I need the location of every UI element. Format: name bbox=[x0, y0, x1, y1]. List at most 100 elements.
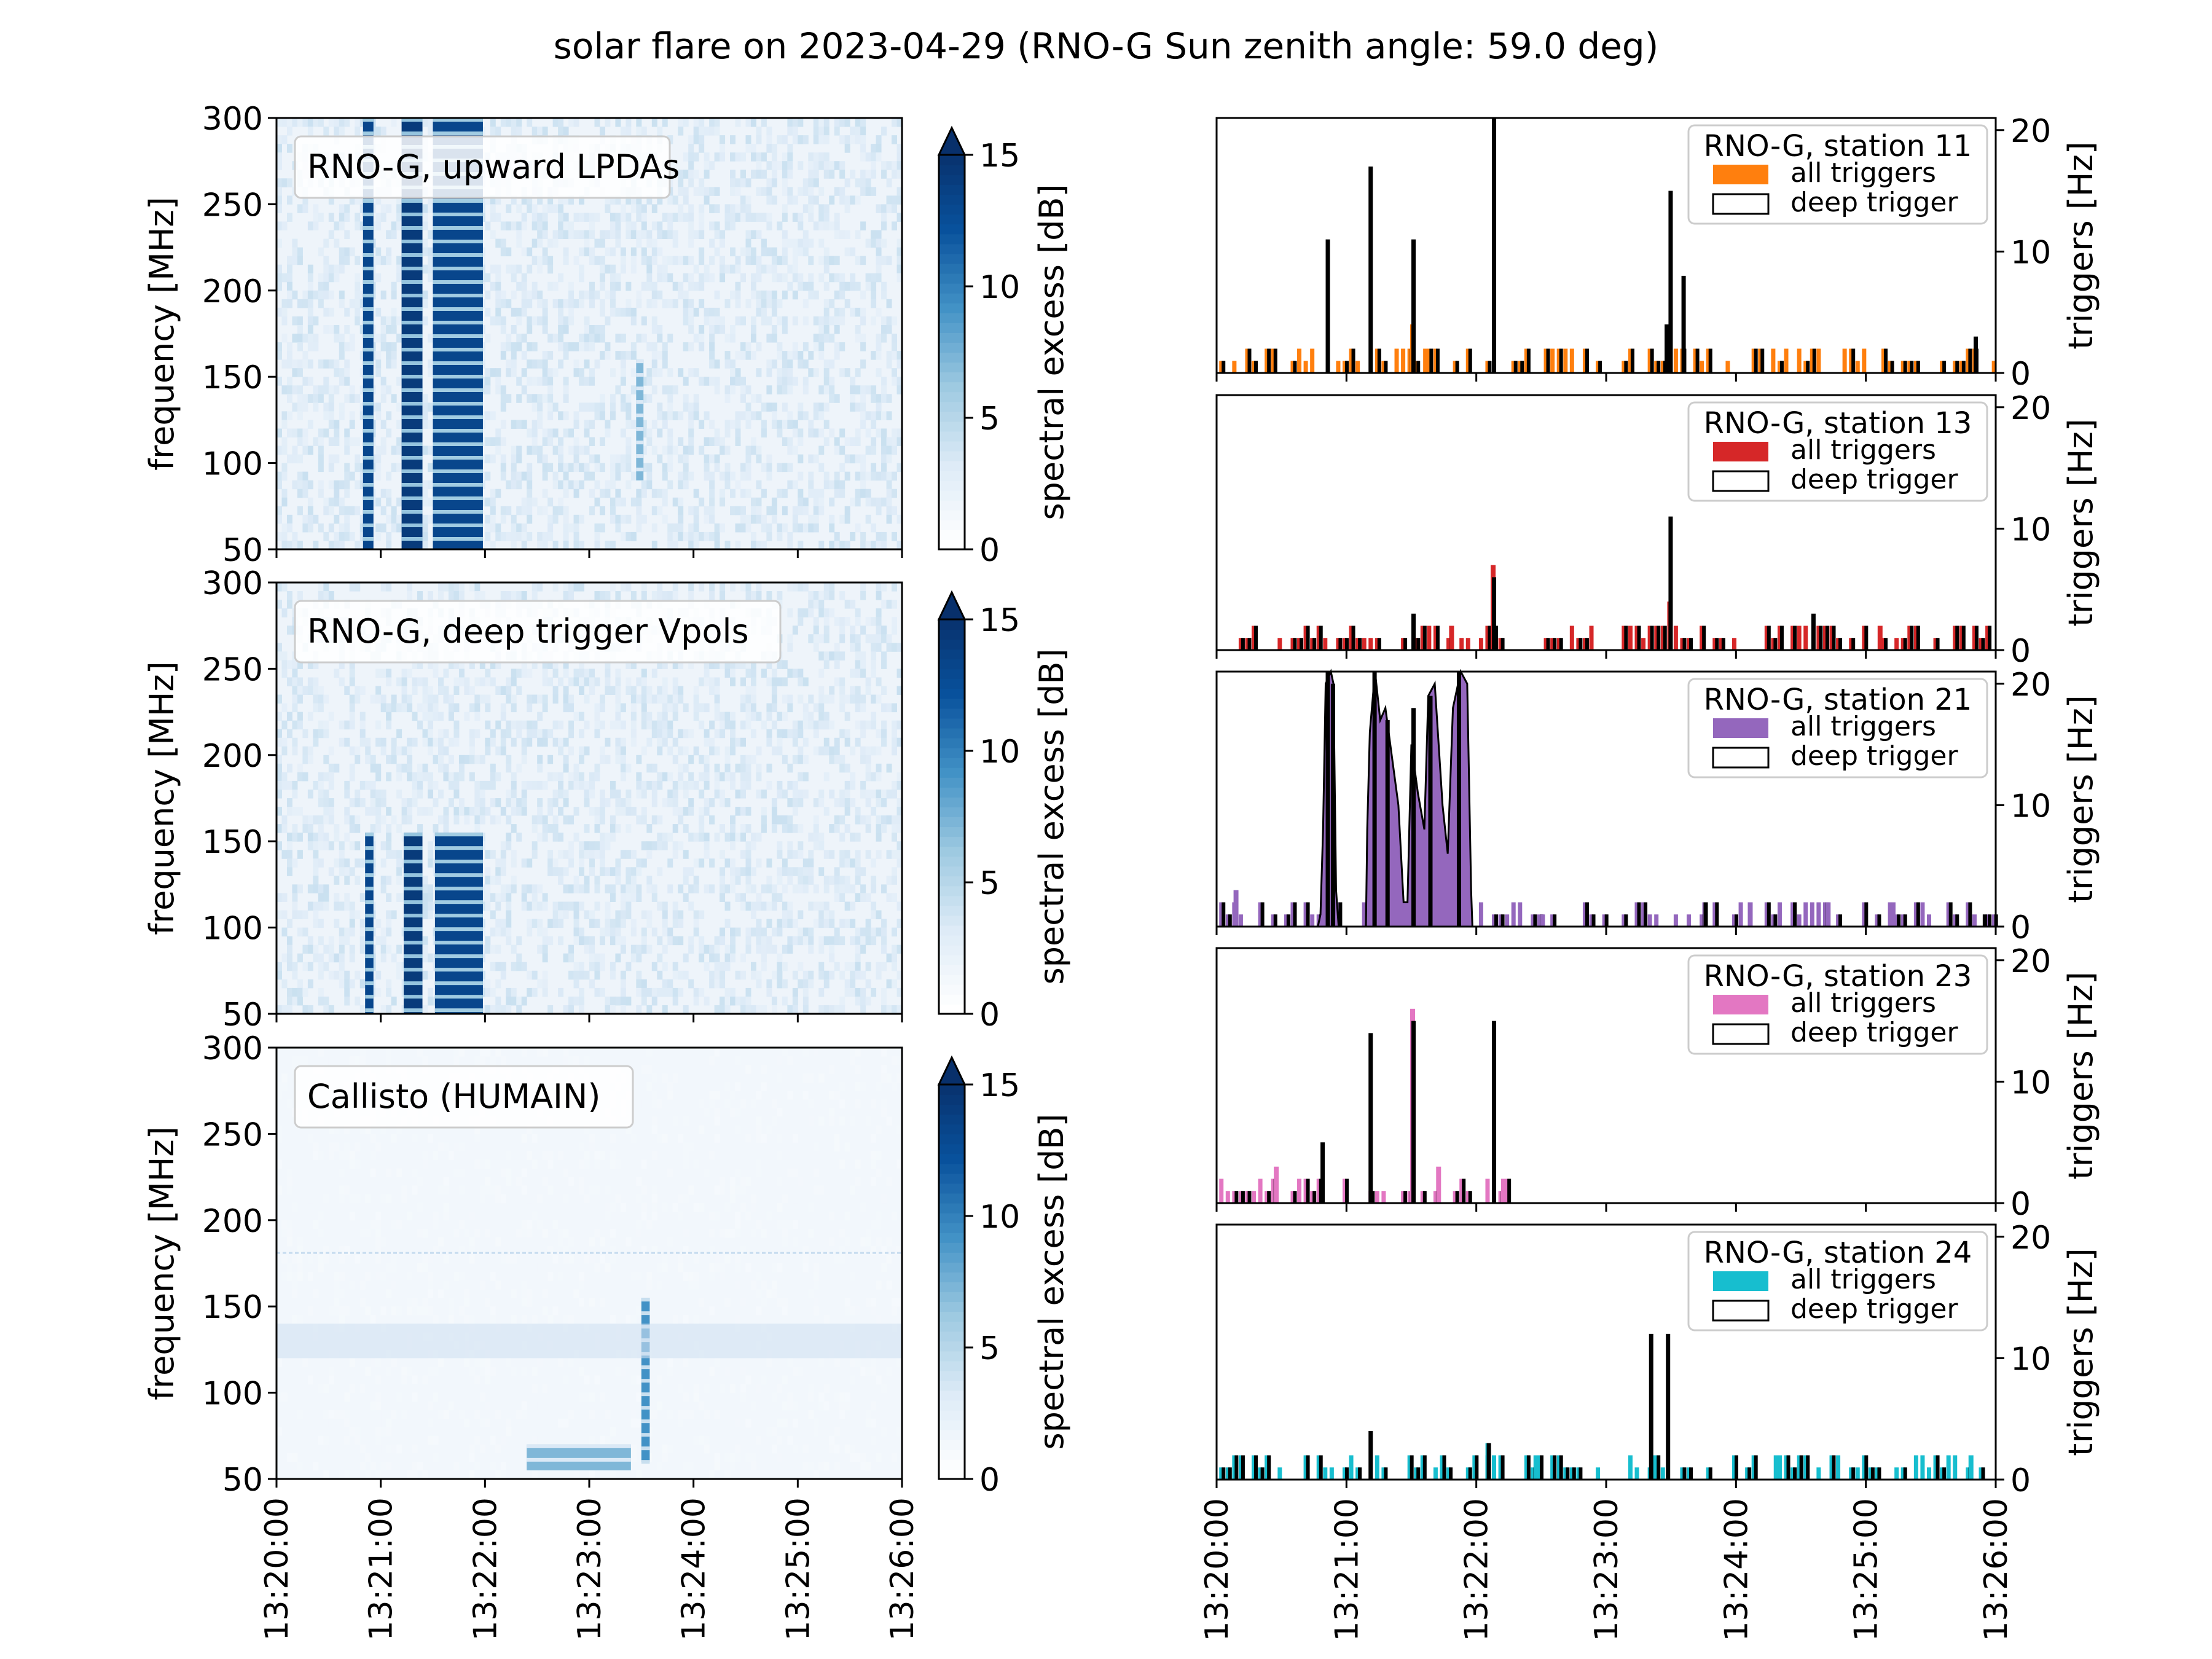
all-trigger-bar bbox=[1375, 638, 1379, 650]
deep-trigger-bar bbox=[1760, 348, 1765, 373]
y-tick-label: 0 bbox=[2010, 1462, 2031, 1499]
deep-trigger-bar bbox=[1864, 902, 1869, 927]
all-trigger-bar bbox=[1524, 1455, 1529, 1480]
callisto-band bbox=[276, 1324, 902, 1359]
legend-title: RNO-G, station 13 bbox=[1704, 406, 1972, 441]
deep-trigger-bar bbox=[1494, 914, 1499, 927]
legend-swatch-deep bbox=[1712, 1023, 1770, 1045]
deep-trigger-bar bbox=[1435, 348, 1440, 373]
legend-label-deep: deep trigger bbox=[1790, 464, 1958, 495]
all-trigger-bar bbox=[1569, 348, 1574, 373]
all-trigger-bar bbox=[1784, 348, 1789, 373]
all-trigger-bar bbox=[1362, 902, 1367, 927]
all-trigger-bar bbox=[1634, 1467, 1639, 1480]
deep-trigger-bar bbox=[1241, 638, 1245, 650]
burst bbox=[636, 359, 644, 480]
all-trigger-bar bbox=[1991, 361, 1996, 373]
deep-trigger-bar bbox=[1910, 361, 1914, 373]
all-trigger-bar bbox=[1433, 1467, 1438, 1480]
deep-trigger-bar bbox=[1513, 361, 1518, 373]
all-trigger-bar bbox=[1550, 348, 1555, 373]
all-trigger-bar bbox=[1420, 1191, 1425, 1203]
burst bbox=[363, 118, 374, 549]
deep-trigger-bar bbox=[1416, 638, 1421, 650]
deep-trigger-bar bbox=[1689, 638, 1693, 650]
all-trigger-bar bbox=[1232, 361, 1237, 373]
all-trigger-bar bbox=[1563, 1467, 1568, 1480]
all-trigger-bar bbox=[1225, 1191, 1230, 1203]
all-trigger-bar bbox=[1420, 626, 1425, 650]
all-trigger-bar bbox=[1465, 348, 1470, 373]
deep-trigger-bar bbox=[1455, 361, 1459, 373]
deep-trigger-bar bbox=[1468, 1191, 1472, 1203]
all-trigger-bar bbox=[1355, 1467, 1360, 1480]
deep-trigger-bar bbox=[1657, 626, 1661, 650]
deep-trigger-bar bbox=[1650, 348, 1654, 373]
x-tick-label: 13:26:00 bbox=[1978, 1498, 2015, 1642]
all-trigger-bar bbox=[1290, 638, 1295, 650]
all-trigger-bar bbox=[1375, 1191, 1379, 1203]
colorbar: 0 5 10 15 spectral excess [dB] bbox=[937, 590, 1071, 1033]
deep-trigger-bar bbox=[1981, 1467, 1985, 1480]
deep-trigger-bar bbox=[1793, 1467, 1797, 1480]
all-trigger-bar bbox=[1700, 914, 1704, 927]
legend-label-all: all triggers bbox=[1790, 987, 1936, 1019]
deep-trigger-spike bbox=[1703, 902, 1708, 927]
all-trigger-bar bbox=[1706, 1467, 1711, 1480]
all-trigger-bar bbox=[1219, 1179, 1224, 1203]
deep-trigger-spike bbox=[1974, 336, 1979, 373]
deep-trigger-bar bbox=[1553, 638, 1557, 650]
deep-trigger-bar bbox=[1462, 1179, 1466, 1203]
burst-band bbox=[527, 1444, 631, 1470]
y-axis-label: frequency [MHz] bbox=[143, 1126, 181, 1400]
deep-trigger-bar bbox=[1715, 638, 1719, 650]
deep-trigger-bar bbox=[1422, 1191, 1427, 1203]
y-axis-label: triggers [Hz] bbox=[2061, 418, 2100, 627]
all-trigger-bar bbox=[1290, 902, 1295, 927]
colorbar-tick-label: 0 bbox=[979, 532, 1000, 569]
deep-trigger-bar bbox=[1475, 1455, 1479, 1480]
deep-trigger-bar bbox=[1254, 626, 1258, 650]
all-trigger-bar bbox=[1913, 626, 1918, 650]
deep-trigger-bar bbox=[1312, 638, 1317, 650]
all-trigger-bar bbox=[1518, 902, 1523, 927]
all-trigger-bar bbox=[1751, 1455, 1756, 1480]
colorbar-frame bbox=[938, 154, 966, 551]
deep-trigger-spike bbox=[1492, 1021, 1497, 1203]
all-trigger-bar bbox=[1991, 914, 1996, 927]
legend-swatch-deep bbox=[1712, 193, 1770, 215]
y-tick-label: 250 bbox=[202, 1116, 263, 1153]
deep-trigger-bar bbox=[1422, 1455, 1427, 1480]
deep-trigger-spike bbox=[1486, 1443, 1491, 1480]
all-trigger-bar bbox=[1628, 626, 1633, 650]
deep-trigger-bar bbox=[1708, 1467, 1712, 1480]
all-trigger-bar bbox=[1907, 626, 1912, 650]
deep-trigger-bar bbox=[1961, 361, 1966, 373]
deep-trigger-bar bbox=[1838, 914, 1843, 927]
y-tick-label: 50 bbox=[222, 997, 263, 1033]
all-trigger-bar bbox=[1797, 626, 1802, 650]
deep-trigger-bar bbox=[1877, 1467, 1881, 1480]
all-trigger-bar bbox=[1849, 638, 1854, 650]
all-trigger-bar bbox=[1764, 902, 1769, 927]
deep-trigger-bar bbox=[1851, 1467, 1856, 1480]
legend-swatch-deep bbox=[1712, 747, 1770, 769]
all-trigger-bar bbox=[1803, 361, 1808, 373]
colorbar-tick-label: 15 bbox=[979, 602, 1020, 639]
deep-trigger-bar bbox=[1682, 1467, 1687, 1480]
deep-trigger-bar bbox=[1559, 638, 1563, 650]
all-trigger-bar bbox=[1414, 638, 1419, 650]
deep-trigger-bar bbox=[1988, 626, 1992, 650]
all-trigger-bar bbox=[1303, 361, 1308, 373]
legend-swatch-all bbox=[1713, 718, 1768, 738]
deep-trigger-bar bbox=[1806, 1455, 1810, 1480]
all-trigger-bar bbox=[1816, 902, 1821, 927]
deep-trigger-bar bbox=[1286, 914, 1290, 927]
deep-trigger-bar bbox=[1786, 1455, 1790, 1480]
all-trigger-bar bbox=[1543, 638, 1548, 650]
all-trigger-bar bbox=[1738, 902, 1743, 927]
all-trigger-bar bbox=[1290, 1191, 1295, 1203]
all-trigger-bar bbox=[1381, 1191, 1386, 1203]
